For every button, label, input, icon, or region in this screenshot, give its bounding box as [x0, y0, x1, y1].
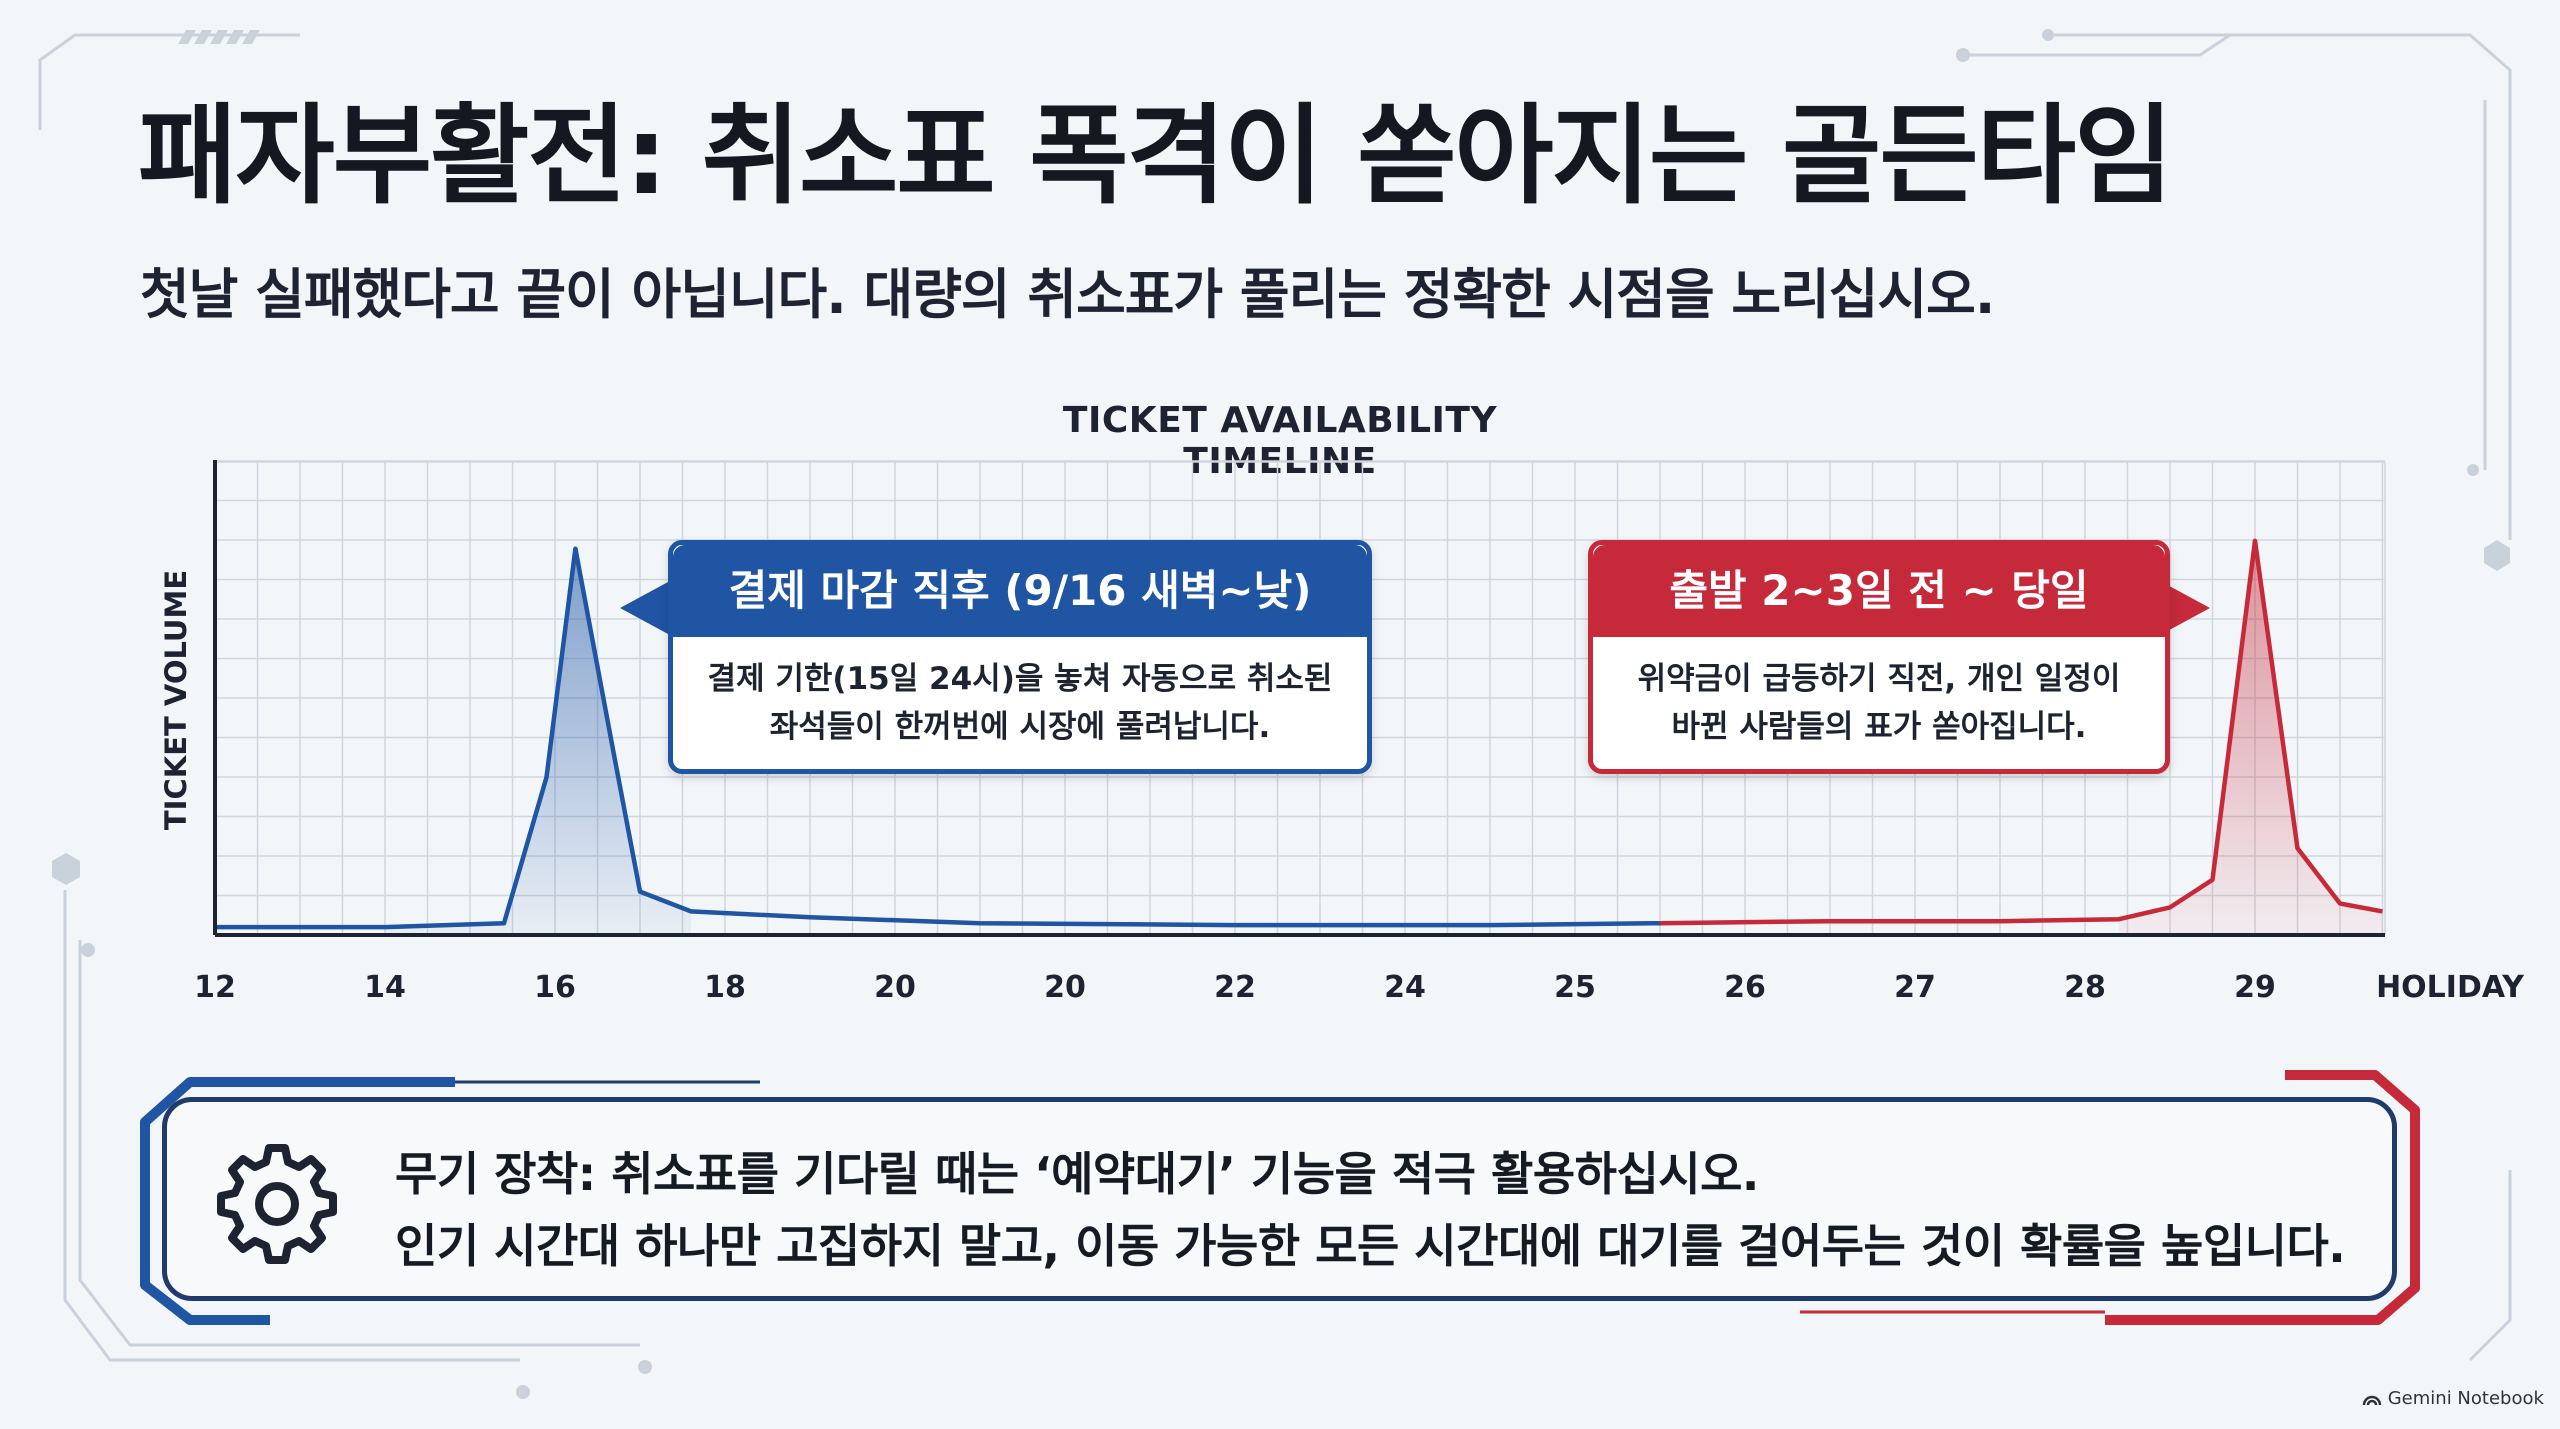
chart-axes	[213, 460, 2385, 937]
x-tick-label: 24	[1384, 970, 1426, 1005]
series-area	[385, 548, 691, 935]
x-tick-label: 20	[874, 970, 916, 1005]
x-tick-label: 25	[1554, 970, 1596, 1005]
page-subtitle: 첫날 실패했다고 끝이 아닙니다. 대량의 취소표가 풀리는 정확한 시점을 노…	[140, 263, 1995, 326]
red-series-line	[1659, 538, 2383, 926]
notebook-logo-icon	[2362, 1395, 2382, 1406]
departure-callout: 출발 2~3일 전 ~ 당일 위약금이 급등하기 직전, 개인 일정이 바뀐 사…	[1588, 540, 2170, 774]
gear-icon	[217, 1144, 337, 1264]
tip-box: 무기 장착: 취소표를 기다릴 때는 ‘예약대기’ 기능을 적극 활용하십시오.…	[162, 1097, 2397, 1301]
callout-line: 좌석들이 한꺼번에 시장에 풀려납니다.	[769, 709, 1271, 745]
watermark: Gemini Notebook	[2362, 1388, 2544, 1409]
x-tick-label: 12	[194, 970, 236, 1005]
blue-series-line	[215, 546, 1661, 930]
callout-heading: 출발 2~3일 전 ~ 당일	[1593, 545, 2165, 637]
callout-line: 위약금이 급등하기 직전, 개인 일정이	[1637, 661, 2121, 697]
callout-line: 결제 기한(15일 24시)을 놓쳐 자동으로 취소된	[707, 661, 1333, 697]
red-callout-pointer	[2162, 582, 2210, 634]
x-tick-label: 14	[364, 970, 406, 1005]
callout-line: 바뀐 사람들의 표가 쏟아집니다.	[1671, 709, 2087, 745]
callout-body: 결제 기한(15일 24시)을 놓쳐 자동으로 취소된 좌석들이 한꺼번에 시장…	[673, 637, 1367, 769]
x-tick-label: HOLIDAY	[2376, 970, 2525, 1005]
x-tick-label: 26	[1724, 970, 1766, 1005]
series-area	[2119, 540, 2383, 935]
tip-line-2: 인기 시간대 하나만 고집하지 말고, 이동 가능한 모든 시간대에 대기를 걸…	[395, 1219, 2346, 1273]
payment-deadline-callout: 결제 마감 직후 (9/16 새벽~낮) 결제 기한(15일 24시)을 놓쳐 …	[668, 540, 1372, 774]
y-axis-label: TICKET VOLUME	[159, 570, 193, 830]
x-tick-label: 22	[1214, 970, 1256, 1005]
x-tick-label: 29	[2234, 970, 2276, 1005]
x-tick-label: 18	[704, 970, 746, 1005]
blue-callout-pointer	[620, 582, 668, 634]
x-tick-label: 28	[2064, 970, 2106, 1005]
callout-heading: 결제 마감 직후 (9/16 새벽~낮)	[673, 545, 1367, 637]
tip-line-1: 무기 장착: 취소표를 기다릴 때는 ‘예약대기’ 기능을 적극 활용하십시오.	[395, 1147, 1759, 1201]
callout-body: 위약금이 급등하기 직전, 개인 일정이 바뀐 사람들의 표가 쏟아집니다.	[1593, 637, 2165, 769]
x-tick-label: 16	[534, 970, 576, 1005]
watermark-text: Gemini Notebook	[2387, 1388, 2544, 1409]
page-title: 패자부활전: 취소표 폭격이 쏟아지는 골든타임	[138, 94, 2173, 219]
x-tick-label: 27	[1894, 970, 1936, 1005]
x-tick-label: 20	[1044, 970, 1086, 1005]
